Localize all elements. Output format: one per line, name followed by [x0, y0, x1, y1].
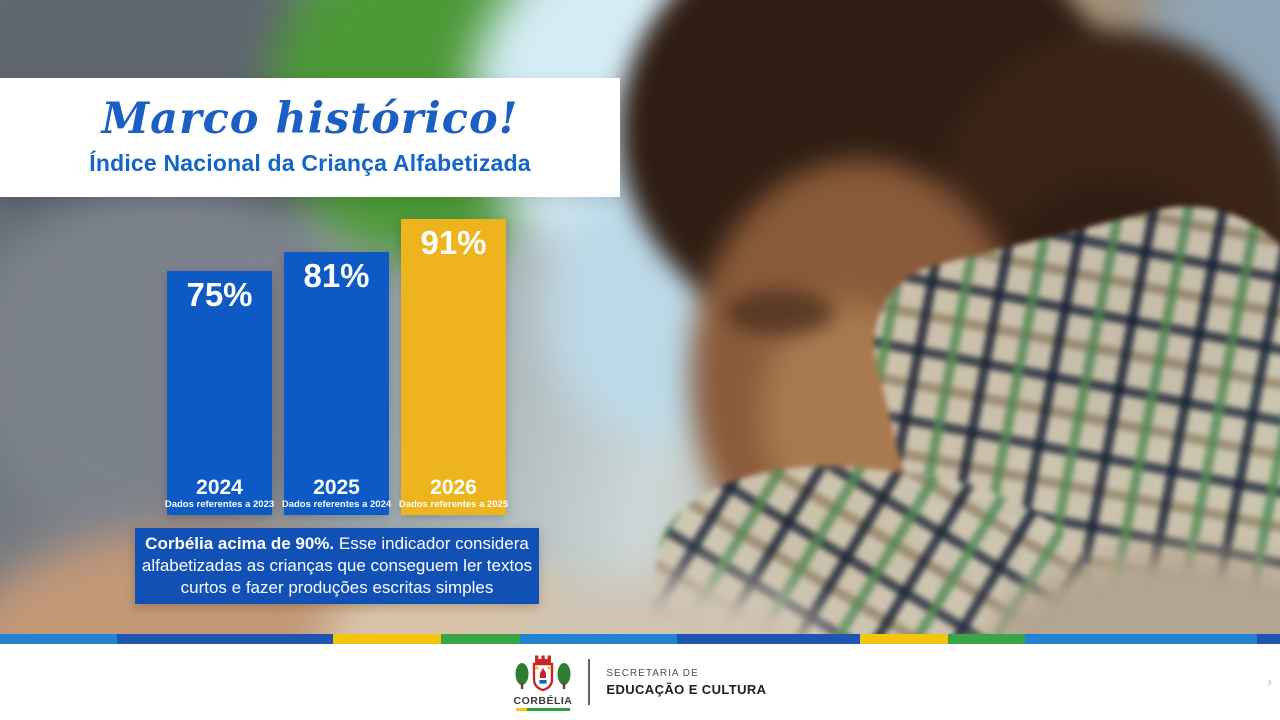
stripe-segment [1257, 634, 1280, 644]
page-title: Marco histórico! [101, 94, 519, 144]
chevron-right-icon[interactable]: › [1267, 673, 1272, 691]
bar-value-label: 91% [420, 224, 487, 261]
stripe-segment [0, 634, 117, 644]
footer-stripe [0, 634, 1280, 644]
callout-box: Corbélia acima de 90%. Esse indicador co… [135, 528, 539, 605]
stripe-segment [948, 634, 1025, 644]
municipality-name: CORBÉLIA [513, 694, 573, 707]
boy-face [725, 290, 835, 335]
footer-bar: CORBÉLIA SECRETARIA DE EDUCAÇÃO E CULTUR… [0, 644, 1280, 720]
stripe-segment [333, 634, 441, 644]
coat-of-arms-logo: CORBÉLIA [514, 654, 573, 711]
callout-lead-text: Corbélia acima de 90%. [145, 534, 335, 553]
bar-2026: 91% 2026 Dados referentes a 2025 [398, 219, 509, 515]
bar-value-label: 81% [303, 257, 370, 294]
bar-category-group: 2025 Dados referentes a 2024 [281, 475, 392, 515]
logo-underline [515, 707, 570, 711]
bar-year-sublabel: Dados referentes a 2024 [281, 499, 392, 510]
title-band: Marco histórico! Índice Nacional da Cria… [0, 78, 620, 197]
footer-brand-group: CORBÉLIA SECRETARIA DE EDUCAÇÃO E CULTUR… [0, 644, 1280, 720]
bar-year-label: 2025 [313, 475, 360, 499]
callout-body-text: Esse indicador considera alfabetizadas a… [141, 534, 533, 598]
stripe-segment [520, 634, 677, 644]
bar-year-label: 2026 [430, 475, 477, 499]
bar-2024: 75% 2024 Dados referentes a 2023 [164, 271, 275, 515]
footer-divider [588, 659, 591, 705]
bar-category-group: 2024 Dados referentes a 2023 [164, 475, 275, 515]
department-line1: SECRETARIA DE [606, 667, 699, 679]
bar-year-label: 2024 [196, 475, 243, 499]
department-line2: EDUCAÇÃO E CULTURA [606, 681, 767, 697]
bar-value-label: 75% [186, 276, 253, 313]
bar-2025: 81% 2025 Dados referentes a 2024 [281, 252, 392, 515]
bar-chart: 75% 2024 Dados referentes a 2023 81% 202… [164, 219, 509, 515]
corbelia-crest-icon [515, 655, 571, 691]
stripe-segment [1025, 634, 1257, 644]
bar-year-sublabel: Dados referentes a 2023 [164, 499, 275, 510]
stripe-segment [441, 634, 520, 644]
department-text: SECRETARIA DE EDUCAÇÃO E CULTURA [606, 668, 766, 697]
bar-year-sublabel: Dados referentes a 2025 [398, 499, 509, 510]
stripe-segment [860, 634, 948, 644]
page-subtitle: Índice Nacional da Criança Alfabetizada [89, 150, 531, 176]
bar-category-group: 2026 Dados referentes a 2025 [398, 475, 509, 515]
stripe-segment [117, 634, 333, 644]
stripe-segment [677, 634, 860, 644]
